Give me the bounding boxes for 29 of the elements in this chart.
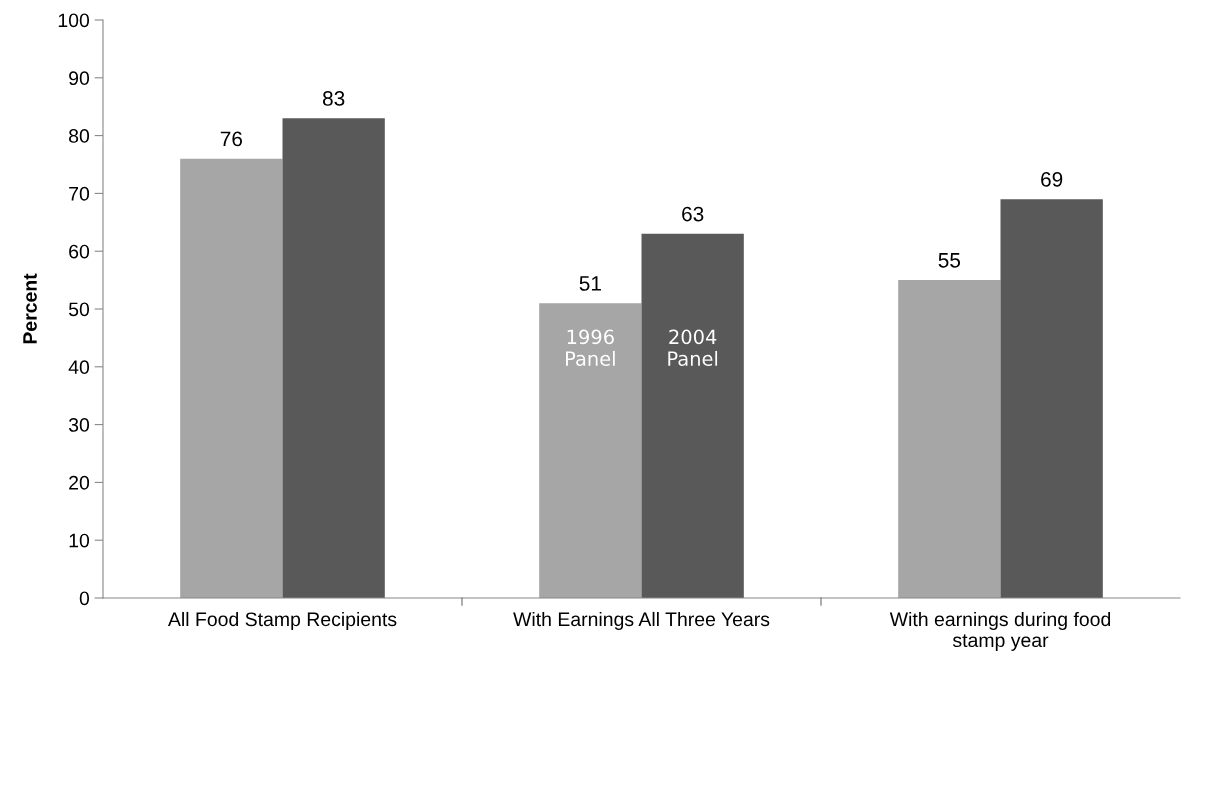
y-tick-label: 70 <box>69 186 90 201</box>
series-label: 2004 Panel <box>668 329 718 366</box>
bar <box>180 158 283 598</box>
y-tick-label: 10 <box>69 533 90 548</box>
data-label: 83 <box>322 91 345 106</box>
y-tick-label: 100 <box>58 13 90 28</box>
x-tick-label: With Earnings All Three Years <box>513 611 770 631</box>
data-label: 76 <box>220 131 243 147</box>
y-tick-label: 90 <box>69 71 90 86</box>
data-label: 55 <box>938 253 961 268</box>
bar <box>641 233 744 598</box>
series-label: 1996 Panel <box>566 329 615 366</box>
data-label: 63 <box>682 206 704 222</box>
y-tick-label: 0 <box>79 591 90 606</box>
x-tick-label: All Food Stamp Recipients <box>167 611 397 631</box>
y-tick-label: 20 <box>69 475 90 490</box>
bar <box>282 118 385 598</box>
y-tick-label: 80 <box>69 129 90 143</box>
data-label: 69 <box>1041 171 1063 187</box>
y-tick-label: 40 <box>68 360 90 375</box>
bar <box>898 280 1001 598</box>
data-label: 51 <box>579 276 601 291</box>
y-tick-label: 60 <box>69 244 90 259</box>
bar <box>539 303 642 598</box>
y-axis-title: Percent <box>23 273 37 344</box>
y-tick-label: 30 <box>68 418 90 432</box>
bar <box>1000 199 1103 598</box>
y-tick-label: 50 <box>68 302 90 317</box>
x-tick-label: With earnings during food stamp year <box>889 611 1111 651</box>
